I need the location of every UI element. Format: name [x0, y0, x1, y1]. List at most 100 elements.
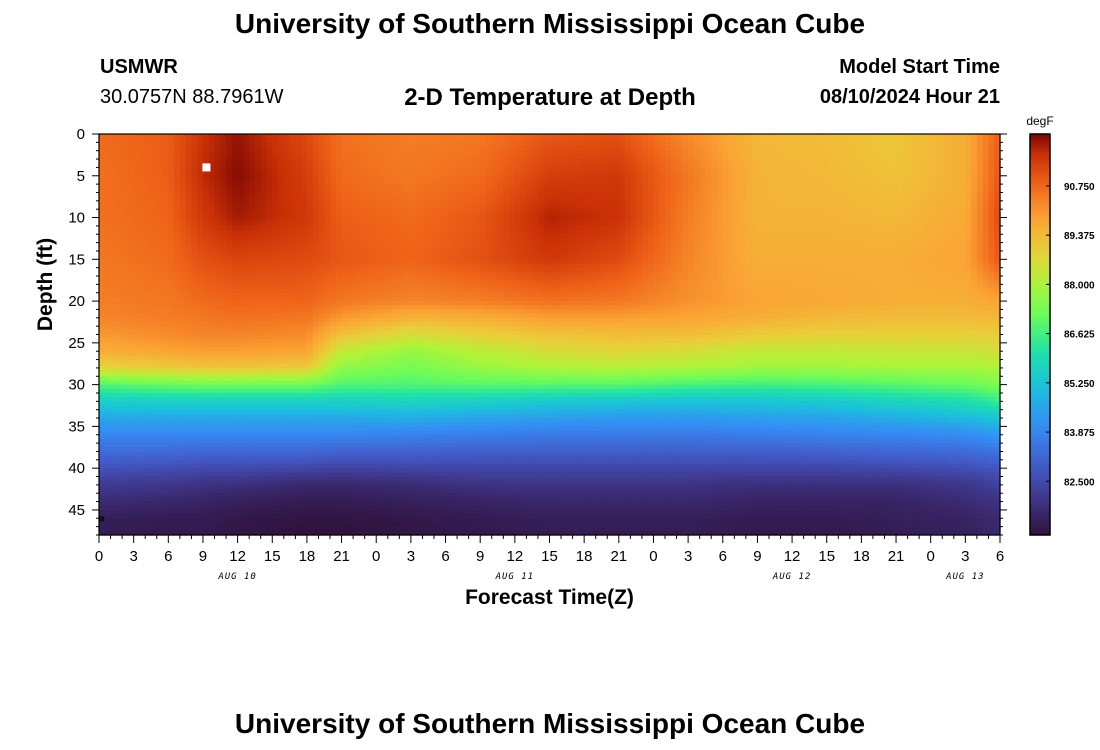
heatmap-cell	[948, 263, 955, 269]
heatmap-cell	[179, 163, 187, 169]
heatmap-cell	[884, 188, 891, 194]
heatmap-cell	[491, 188, 499, 194]
heatmap-cell	[214, 246, 221, 252]
heatmap-cell	[665, 171, 672, 177]
heatmap-cell	[537, 234, 545, 240]
heatmap-cell	[347, 163, 354, 169]
heatmap-cell	[254, 134, 262, 139]
heatmap-cell	[693, 134, 701, 139]
heatmap-cell	[410, 217, 418, 223]
heatmap-cell	[601, 154, 608, 160]
heatmap-cell	[595, 146, 603, 152]
heatmap-cell	[185, 150, 193, 156]
heatmap-cell	[994, 225, 1001, 231]
heatmap-cell	[948, 134, 955, 139]
heatmap-cell	[647, 188, 655, 194]
heatmap-cell	[768, 259, 776, 265]
heatmap-cell	[751, 142, 759, 148]
heatmap-cell	[797, 246, 805, 252]
heatmap-cell	[520, 134, 527, 139]
heatmap-cell	[797, 154, 805, 160]
heatmap-cell	[537, 225, 545, 231]
heatmap-cell	[786, 142, 793, 148]
heatmap-cell	[572, 138, 579, 143]
heatmap-cell	[763, 209, 770, 214]
heatmap-cell	[809, 188, 816, 194]
heatmap-cell	[243, 200, 250, 206]
heatmap-cell	[849, 167, 857, 173]
heatmap-cell	[197, 146, 204, 152]
heatmap-cell	[982, 205, 990, 210]
heatmap-cell	[780, 263, 787, 269]
heatmap-cell	[976, 263, 984, 269]
heatmap-cell	[630, 230, 637, 235]
heatmap-cell	[480, 179, 487, 185]
heatmap-cell	[324, 184, 331, 189]
heatmap-cell	[485, 238, 493, 244]
heatmap-cell	[826, 138, 834, 143]
heatmap-cell	[156, 146, 164, 152]
heatmap-cell	[168, 179, 175, 185]
heatmap-cell	[711, 238, 718, 244]
heatmap-cell	[988, 146, 995, 152]
heatmap-cell	[988, 154, 995, 160]
heatmap-cell	[942, 213, 949, 219]
heatmap-cell	[410, 221, 418, 227]
heatmap-cell	[162, 259, 169, 265]
heatmap-cell	[364, 192, 372, 198]
heatmap-cell	[197, 255, 204, 260]
heatmap-cell	[514, 188, 522, 194]
heatmap-cell	[514, 263, 522, 269]
heatmap-cell	[289, 205, 296, 210]
heatmap-cell	[820, 163, 828, 169]
heatmap-cell	[289, 146, 296, 152]
heatmap-cell	[503, 205, 510, 210]
heatmap-cell	[948, 238, 955, 244]
heatmap-cell	[416, 213, 424, 219]
heatmap-cell	[457, 217, 464, 223]
heatmap-cell	[249, 154, 256, 160]
heatmap-cell	[647, 192, 655, 198]
heatmap-cell	[907, 146, 914, 152]
heatmap-cell	[861, 255, 868, 260]
heatmap-cell	[116, 192, 123, 198]
heatmap-cell	[335, 167, 343, 173]
heatmap-cell	[844, 184, 851, 189]
heatmap-cell	[618, 213, 626, 219]
heatmap-cell	[595, 263, 603, 269]
heatmap-cell	[890, 167, 897, 173]
heatmap-cell	[191, 250, 198, 256]
heatmap-cell	[884, 179, 891, 185]
heatmap-cell	[312, 163, 320, 169]
heatmap-cell	[185, 179, 193, 185]
heatmap-cell	[324, 238, 331, 244]
heatmap-cell	[682, 263, 689, 269]
heatmap-cell	[942, 230, 949, 235]
heatmap-cell	[266, 225, 273, 231]
heatmap-cell	[919, 200, 926, 206]
heatmap-cell	[306, 138, 314, 143]
heatmap-cell	[480, 159, 487, 164]
heatmap-cell	[347, 142, 354, 148]
heatmap-cell	[578, 234, 585, 240]
heatmap-cell	[133, 209, 141, 214]
heatmap-cell	[122, 259, 129, 265]
heatmap-cell	[145, 179, 152, 185]
heatmap-cell	[249, 188, 256, 194]
heatmap-cell	[335, 259, 343, 265]
heatmap-cell	[116, 146, 123, 152]
heatmap-cell	[318, 255, 325, 260]
heatmap-cell	[405, 150, 412, 156]
heatmap-cell	[370, 138, 377, 143]
heatmap-cell	[589, 138, 597, 143]
heatmap-cell	[682, 142, 689, 148]
heatmap-cell	[728, 192, 735, 198]
heatmap-cell	[901, 250, 909, 256]
heatmap-cell	[249, 167, 256, 173]
heatmap-cell	[145, 171, 152, 177]
heatmap-cell	[705, 225, 712, 231]
heatmap-cell	[237, 209, 244, 214]
heatmap-cell	[948, 159, 955, 164]
heatmap-cell	[555, 192, 562, 198]
heatmap-cell	[145, 230, 152, 235]
